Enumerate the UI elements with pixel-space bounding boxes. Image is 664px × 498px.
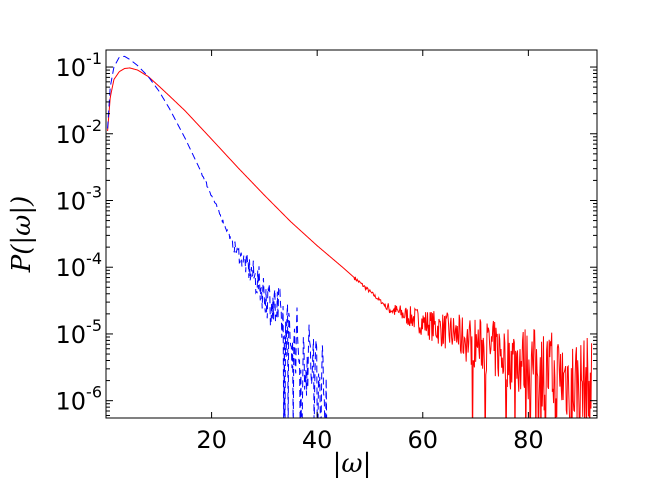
y-tick-label: 10-1 bbox=[56, 49, 103, 82]
x-axis-label: |ω| bbox=[333, 449, 372, 479]
y-tick-label: 10-6 bbox=[56, 383, 103, 416]
plot-frame bbox=[105, 49, 598, 419]
y-axis: 10-6 10-5 10-4 10-3 10-2 10-1 bbox=[56, 49, 597, 416]
y-tick-label: 10-2 bbox=[56, 116, 103, 149]
series-layer bbox=[107, 55, 593, 418]
x-tick-label: 60 bbox=[408, 426, 439, 454]
x-axis: 20 40 60 80 bbox=[196, 50, 544, 454]
x-tick-label: 80 bbox=[513, 426, 544, 454]
y-tick-label: 10-3 bbox=[56, 182, 103, 215]
series-1-line bbox=[107, 67, 593, 418]
x-tick-label: 40 bbox=[302, 426, 333, 454]
series-2-line bbox=[107, 55, 328, 418]
y-tick-label: 10-4 bbox=[56, 249, 103, 282]
y-tick-label: 10-5 bbox=[56, 316, 103, 349]
x-tick-label: 20 bbox=[196, 426, 227, 454]
y-axis-label: P(|ω|) bbox=[7, 196, 37, 274]
